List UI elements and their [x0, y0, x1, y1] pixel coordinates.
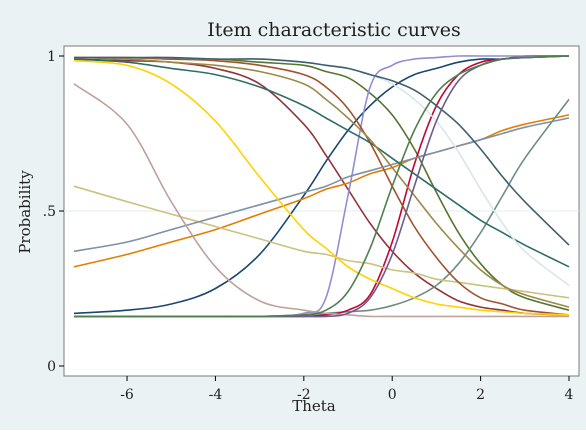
- x-axis-label: Theta: [292, 397, 336, 415]
- series-line-11: [73, 58, 570, 268]
- x-tick-label-5: 4: [565, 387, 574, 403]
- series-line-10: [73, 117, 570, 253]
- x-tick-label-4: 2: [476, 387, 485, 403]
- series-line-8: [73, 185, 570, 299]
- series-layer: [73, 54, 570, 318]
- series-line-16: [74, 56, 570, 246]
- x-tick-label-1: -4: [209, 387, 223, 403]
- axis-layer: 0 .5 1 -6 -4 -2 0 2 4: [43, 49, 574, 403]
- series-line-18: [74, 55, 570, 318]
- series-line-2: [73, 58, 570, 316]
- series-line-12: [73, 56, 570, 308]
- y-tick-label-2: 1: [47, 49, 56, 65]
- x-tick-label-2: -2: [297, 387, 311, 403]
- x-tick-label-3: 0: [388, 387, 397, 403]
- series-line-14: [73, 59, 570, 316]
- y-axis-label: Probability: [16, 170, 34, 254]
- series-line-1: [73, 54, 570, 315]
- x-tick-label-0: -6: [120, 387, 134, 403]
- series-line-13: [73, 83, 569, 318]
- chart-title: Item characteristic curves: [207, 19, 461, 41]
- y-tick-label-1: .5: [43, 204, 56, 220]
- y-tick-label-0: 0: [47, 359, 56, 375]
